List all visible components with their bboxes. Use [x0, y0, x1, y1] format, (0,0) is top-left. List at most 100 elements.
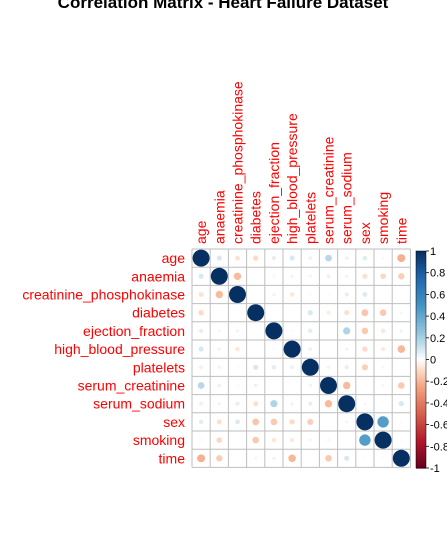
row-label-serum_creatinine: serum_creatinine — [78, 378, 186, 394]
col-label-creatinine_phosphokinase: creatinine_phosphokinase — [230, 81, 246, 244]
correlation-cell-platelets-diabetes: platelets / diabetes: 0.09 — [253, 364, 259, 370]
colorbar-segment — [416, 305, 426, 309]
correlation-cell-high_blood_pressure-time: high_blood_pressure / time: -0.2 — [397, 345, 406, 353]
correlation-cell-high_blood_pressure-serum_sodium: high_blood_pressure / serum_sodium: 0.04 — [345, 347, 349, 351]
correlation-cell-serum_creatinine-serum_sodium: serum_creatinine / serum_sodium: -0.19 — [342, 381, 351, 390]
row-label-time: time — [159, 450, 186, 466]
correlation-cell-anaemia-sex: anaemia / sex: -0.09 — [362, 273, 368, 279]
colorbar-segment — [416, 420, 426, 424]
row-label-high_blood_pressure: high_blood_pressure — [54, 341, 185, 357]
colorbar-segment — [416, 431, 426, 434]
col-label-time: time — [393, 217, 409, 244]
correlation-cell-age-serum_creatinine: age / serum_creatinine: 0.16 — [325, 254, 332, 262]
col-label-anaemia: anaemia — [211, 190, 227, 244]
colorbar-segment — [416, 303, 426, 306]
correlation-cell-high_blood_pressure-serum_creatinine: high_blood_pressure / serum_creatinine: … — [328, 348, 329, 350]
chart-title: Correlation Matrix - Heart Failure Datas… — [58, 0, 389, 12]
correlation-cell-ejection_fraction-serum_creatinine: ejection_fraction / serum_creatinine: -0… — [327, 330, 330, 332]
correlation-cell-ejection_fraction-platelets: ejection_fraction / platelets: 0.07 — [308, 328, 313, 334]
colorbar-segment — [416, 350, 426, 354]
col-label-serum_sodium: serum_sodium — [339, 152, 355, 244]
colorbar-segment — [416, 359, 426, 363]
correlation-cell-creatinine_phosphokinase-age: creatinine_phosphokinase / age: -0.08 — [198, 292, 204, 297]
colorbar-segment — [416, 374, 426, 378]
correlation-cell-anaemia-ejection_fraction: anaemia / ejection_fraction: 0.03 — [272, 274, 276, 278]
correlation-cell-diabetes-time: diabetes / time: 0.03 — [399, 311, 403, 315]
colorbar-segment — [416, 339, 426, 343]
correlation-cell-sex-smoking: sex / smoking: 0.45 — [377, 416, 389, 428]
colorbar-segment — [416, 355, 426, 358]
colorbar-segment — [416, 344, 426, 348]
colorbar-segment — [416, 307, 426, 311]
correlation-cell-serum_creatinine-time: serum_creatinine / time: -0.15 — [398, 382, 405, 389]
correlation-cell-serum_sodium-sex: serum_sodium / sex: -0.03 — [363, 402, 367, 406]
correlation-cell-anaemia-diabetes: anaemia / diabetes: -0.01 — [254, 275, 257, 278]
colorbar-segment — [416, 281, 426, 285]
colorbar-segment — [416, 251, 426, 254]
correlation-cell-ejection_fraction-diabetes: ejection_fraction / diabetes: 0 — [255, 330, 257, 332]
correlation-cell-time-sex: time / sex: -0.02 — [363, 457, 367, 460]
column-labels: age anaemia creatinine_phosphokinase diabet… — [193, 81, 409, 244]
correlation-cell-time-ejection_fraction: time / ejection_fraction: 0.04 — [272, 456, 276, 460]
correlation-cell-diabetes-age: diabetes / age: -0.1 — [198, 310, 204, 316]
correlation-cell-serum_sodium-creatinine_phosphokinase: serum_sodium / creatinine_phosphokinase:… — [235, 401, 240, 406]
colorbar-segment — [416, 255, 426, 259]
correlation-cell-platelets-creatinine_phosphokinase: platelets / creatinine_phosphokinase: 0.… — [236, 366, 239, 369]
colorbar-segment — [416, 461, 426, 465]
correlation-cell-anaemia-smoking: anaemia / smoking: -0.11 — [380, 273, 386, 280]
colorbar-segment — [416, 261, 426, 265]
correlation-cell-ejection_fraction-age: ejection_fraction / age: 0.06 — [199, 328, 204, 333]
correlation-cell-serum_creatinine-sex: serum_creatinine / sex: 0.01 — [364, 384, 366, 387]
correlation-cell-age-serum_sodium: age / serum_sodium: -0.05 — [344, 256, 349, 261]
colorbar-segment — [416, 433, 426, 437]
correlation-cell-serum_creatinine-creatinine_phosphokinase: serum_creatinine / creatinine_phosphokin… — [236, 384, 239, 387]
correlation-cell-time-smoking: time / smoking: -0.02 — [381, 457, 385, 460]
colorbar-segment — [416, 376, 426, 380]
colorbar-segment — [416, 402, 426, 406]
correlation-cell-serum_sodium-diabetes: serum_sodium / diabetes: -0.09 — [253, 401, 259, 407]
correlation-cell-platelets-smoking: platelets / smoking: 0.03 — [381, 365, 385, 369]
colorbar-segment — [416, 435, 426, 439]
correlation-cell-smoking-ejection_fraction: smoking / ejection_fraction: -0.07 — [271, 437, 277, 443]
colorbar-segment — [416, 457, 426, 460]
correlation-cell-time-age: time / age: -0.22 — [197, 454, 206, 463]
colorbar-segment — [416, 285, 426, 289]
correlation-cell-high_blood_pressure-platelets: high_blood_pressure / platelets: 0.05 — [308, 347, 313, 352]
correlation-cell-creatinine_phosphokinase-ejection_fraction: creatinine_phosphokinase / ejection_frac… — [272, 292, 276, 297]
correlation-cell-diabetes-creatinine_phosphokinase: diabetes / creatinine_phosphokinase: -0.… — [236, 311, 239, 314]
colorbar-segment — [416, 277, 426, 280]
correlation-cell-sex-age: sex / age: 0.07 — [198, 419, 204, 425]
colorbar-segment — [416, 264, 426, 267]
correlation-cell-anaemia-creatinine_phosphokinase: anaemia / creatinine_phosphokinase: -0.1… — [233, 272, 242, 281]
colorbar-segment — [416, 259, 426, 263]
colorbar-segment — [416, 370, 426, 374]
correlation-cell-serum_sodium-age: serum_sodium / age: -0.05 — [199, 401, 204, 406]
correlation-cell-anaemia-platelets: anaemia / platelets: -0.04 — [308, 274, 312, 278]
correlation-cell-anaemia-anaemia: anaemia / anaemia: 1 — [210, 267, 228, 285]
row-label-anaemia: anaemia — [131, 268, 185, 284]
correlation-cell-anaemia-serum_creatinine: anaemia / serum_creatinine: 0.05 — [326, 274, 331, 279]
colorbar-segment — [416, 294, 426, 298]
correlation-cell-serum_sodium-smoking: serum_sodium / smoking: 0 — [382, 403, 384, 405]
colorbar-segment — [416, 326, 426, 330]
correlation-cell-smoking-high_blood_pressure: smoking / high_blood_pressure: -0.06 — [290, 438, 295, 443]
correlation-cell-sex-ejection_fraction: sex / ejection_fraction: -0.15 — [270, 418, 278, 426]
colorbar-segment — [416, 352, 426, 356]
colorbar-segment — [416, 452, 426, 456]
correlation-cell-sex-high_blood_pressure: sex / high_blood_pressure: -0.1 — [289, 419, 295, 425]
correlation-cell-smoking-smoking: smoking / smoking: 1 — [374, 431, 392, 449]
correlation-cell-ejection_fraction-high_blood_pressure: ejection_fraction / high_blood_pressure:… — [290, 329, 294, 333]
colorbar-segment — [416, 253, 426, 256]
correlation-cell-age-time: age / time: -0.22 — [397, 254, 406, 263]
correlation-cell-sex-anaemia: sex / anaemia: -0.09 — [216, 419, 222, 425]
correlation-cell-smoking-creatinine_phosphokinase: smoking / creatinine_phosphokinase: 0 — [237, 439, 238, 441]
colorbar-segment — [416, 290, 426, 293]
correlation-cell-age-age: age / age: 1 — [192, 249, 210, 267]
colorbar-segment — [416, 392, 426, 395]
colorbar-segment — [416, 422, 426, 426]
colorbar-segment — [416, 268, 426, 272]
correlation-cell-serum_sodium-serum_creatinine: serum_sodium / serum_creatinine: -0.19 — [324, 399, 333, 408]
correlation-cell-diabetes-platelets: diabetes / platelets: 0.09 — [307, 310, 313, 316]
colorbar-tick-label: -0.2 — [430, 376, 447, 388]
correlation-cell-age-platelets: age / platelets: -0.05 — [308, 256, 313, 261]
